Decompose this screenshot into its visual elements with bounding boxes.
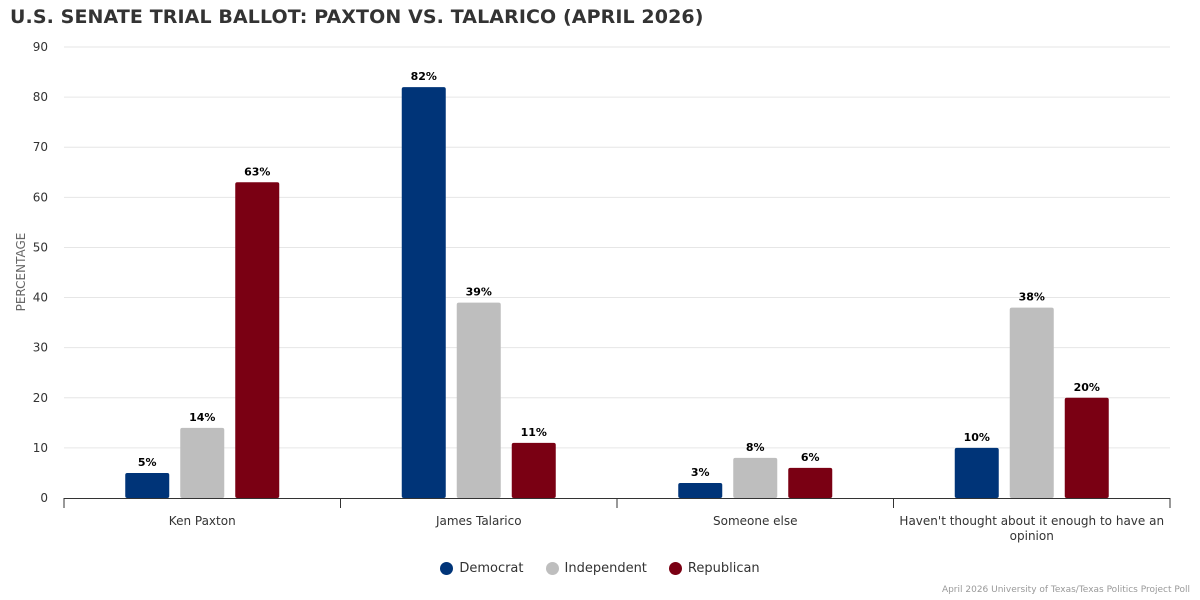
source-credit: April 2026 University of Texas/Texas Pol… xyxy=(941,585,1190,595)
x-category-label: Haven't thought about it enough to have … xyxy=(899,514,1164,543)
data-label: 10% xyxy=(964,431,990,444)
bar-independent xyxy=(180,427,225,498)
y-axis-ticks: 0 10 20 30 40 50 60 70 80 90 xyxy=(33,40,48,505)
data-label: 11% xyxy=(521,426,547,439)
data-labels: 5% 14% 63% 82% 39% 11% 3% 8% 6% 10% 38% 20% xyxy=(138,70,1100,479)
y-tick-label: 60 xyxy=(33,190,48,204)
y-tick-label: 20 xyxy=(33,391,48,405)
x-category-label: Someone else xyxy=(713,514,798,528)
data-label: 38% xyxy=(1019,291,1045,304)
legend-swatch xyxy=(545,562,559,575)
legend-item-republican[interactable]: Republican xyxy=(668,561,760,576)
data-label: 82% xyxy=(411,70,437,83)
legend-item-democrat[interactable]: Democrat xyxy=(440,561,524,576)
bar-republican xyxy=(235,182,280,499)
y-tick-label: 80 xyxy=(33,90,48,104)
x-axis: Ken Paxton James Talarico Someone else Have… xyxy=(63,498,1171,543)
bar-independent xyxy=(1009,307,1054,498)
y-tick-label: 70 xyxy=(33,140,48,154)
x-category-label: James Talarico xyxy=(435,514,522,528)
data-label: 6% xyxy=(801,451,820,464)
bar-democrat xyxy=(954,447,999,498)
legend-label: Democrat xyxy=(459,561,524,576)
bar-independent xyxy=(733,457,778,498)
bar-independent xyxy=(456,302,501,498)
bar-democrat xyxy=(678,482,723,498)
data-label: 63% xyxy=(244,165,270,178)
legend-label: Republican xyxy=(687,561,760,576)
y-tick-label: 10 xyxy=(33,441,48,455)
bar-democrat xyxy=(401,87,446,498)
legend-swatch xyxy=(440,562,454,575)
legend: Democrat Independent Republican xyxy=(0,561,1200,576)
bars xyxy=(125,87,1109,499)
data-label: 39% xyxy=(466,286,492,299)
chart-title: U.S. SENATE TRIAL BALLOT: PAXTON VS. TAL… xyxy=(10,6,704,28)
bar-republican xyxy=(1064,397,1109,498)
data-label: 20% xyxy=(1074,381,1100,394)
data-label: 5% xyxy=(138,456,157,469)
bar-republican xyxy=(788,467,833,498)
x-category-label: Ken Paxton xyxy=(169,514,236,528)
bar-democrat xyxy=(125,472,170,498)
y-tick-label: 0 xyxy=(40,491,48,505)
bar-republican xyxy=(511,442,556,498)
data-label: 8% xyxy=(746,441,765,454)
legend-swatch xyxy=(668,562,682,575)
data-label: 14% xyxy=(189,411,215,424)
data-label: 3% xyxy=(691,466,710,479)
gridlines xyxy=(64,46,1170,449)
legend-item-independent[interactable]: Independent xyxy=(545,561,647,576)
y-tick-label: 50 xyxy=(33,240,48,254)
y-tick-label: 40 xyxy=(33,291,48,305)
legend-label: Independent xyxy=(564,561,647,576)
y-axis-title: PERCENTAGE xyxy=(14,233,28,312)
y-tick-label: 30 xyxy=(33,341,48,355)
y-tick-label: 90 xyxy=(33,40,48,54)
